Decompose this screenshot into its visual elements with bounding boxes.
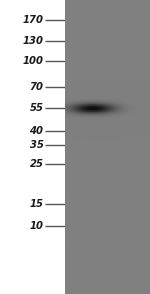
Text: 100: 100	[22, 56, 44, 66]
Text: 25: 25	[30, 159, 44, 169]
Text: 55: 55	[30, 103, 44, 113]
Text: 35: 35	[30, 140, 44, 150]
Text: 170: 170	[22, 15, 44, 25]
Bar	[65, 0, 150, 294]
Text: 15: 15	[30, 199, 44, 209]
Text: 10: 10	[30, 221, 44, 231]
Text: 70: 70	[30, 82, 44, 92]
Text: 130: 130	[22, 36, 44, 46]
Text: 40: 40	[30, 126, 44, 136]
